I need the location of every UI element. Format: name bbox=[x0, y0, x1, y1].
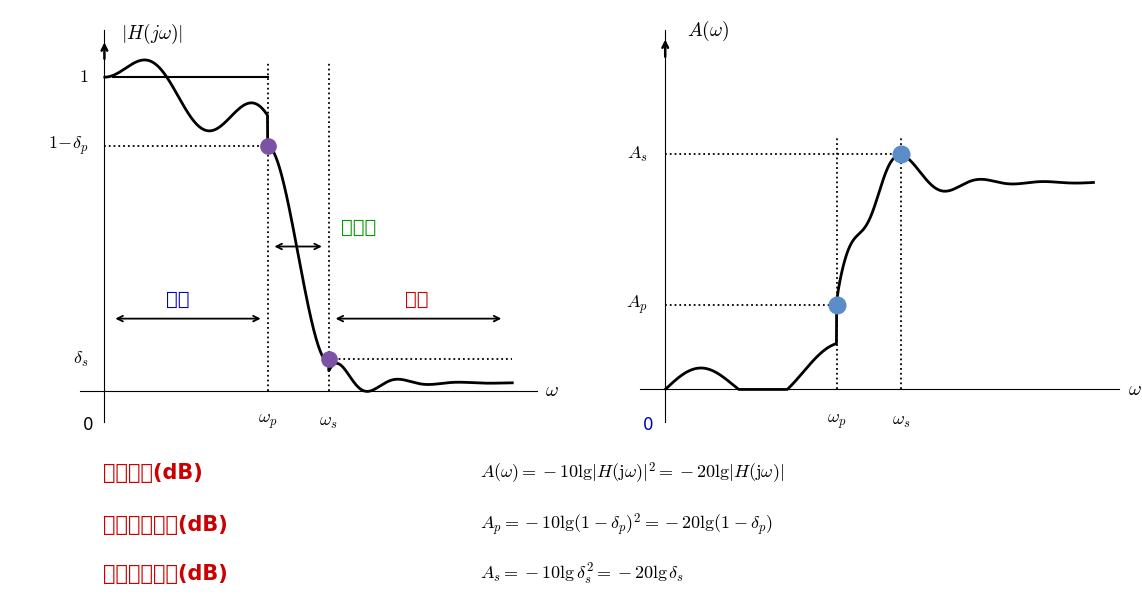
Text: $1$: $1$ bbox=[79, 68, 88, 86]
Text: $\omega_p$: $\omega_p$ bbox=[258, 412, 278, 431]
Text: 通带最大衰减(dB): 通带最大衰减(dB) bbox=[103, 514, 227, 535]
Text: 0: 0 bbox=[643, 415, 653, 434]
Text: $\omega_p$: $\omega_p$ bbox=[827, 412, 846, 431]
Text: $A(\omega)$: $A(\omega)$ bbox=[686, 19, 729, 43]
Text: $A(\omega)=-10\lg|H(\mathrm{j}\omega)|^2=-20\lg|H(\mathrm{j}\omega)|$: $A(\omega)=-10\lg|H(\mathrm{j}\omega)|^2… bbox=[480, 461, 783, 486]
Text: $\omega_s$: $\omega_s$ bbox=[320, 412, 338, 431]
Text: $1\!-\!\delta_p$: $1\!-\!\delta_p$ bbox=[48, 135, 88, 157]
Text: $A_s=-10\lg\delta_s^2=-20\lg\delta_s$: $A_s=-10\lg\delta_s^2=-20\lg\delta_s$ bbox=[480, 561, 684, 587]
Text: $A_p$: $A_p$ bbox=[626, 294, 649, 315]
Text: $|H(j\omega)|$: $|H(j\omega)|$ bbox=[121, 22, 183, 46]
Text: 0: 0 bbox=[83, 416, 94, 434]
Text: $A_s$: $A_s$ bbox=[627, 145, 649, 164]
Text: 过渡带: 过渡带 bbox=[341, 218, 376, 237]
Text: 阻带: 阻带 bbox=[404, 290, 428, 309]
Text: 通带: 通带 bbox=[166, 290, 190, 309]
Text: $\omega_s$: $\omega_s$ bbox=[892, 412, 910, 431]
Text: 衰减函数(dB): 衰减函数(dB) bbox=[103, 463, 202, 484]
Text: 阻带最小衰减(dB): 阻带最小衰减(dB) bbox=[103, 564, 227, 584]
Text: $\delta_s$: $\delta_s$ bbox=[73, 350, 88, 369]
Text: $\omega$: $\omega$ bbox=[1128, 380, 1142, 399]
Text: $A_p=-10\lg(1-\delta_p)^2=-20\lg(1-\delta_p)$: $A_p=-10\lg(1-\delta_p)^2=-20\lg(1-\delt… bbox=[480, 511, 773, 538]
Text: $\omega$: $\omega$ bbox=[545, 381, 558, 400]
